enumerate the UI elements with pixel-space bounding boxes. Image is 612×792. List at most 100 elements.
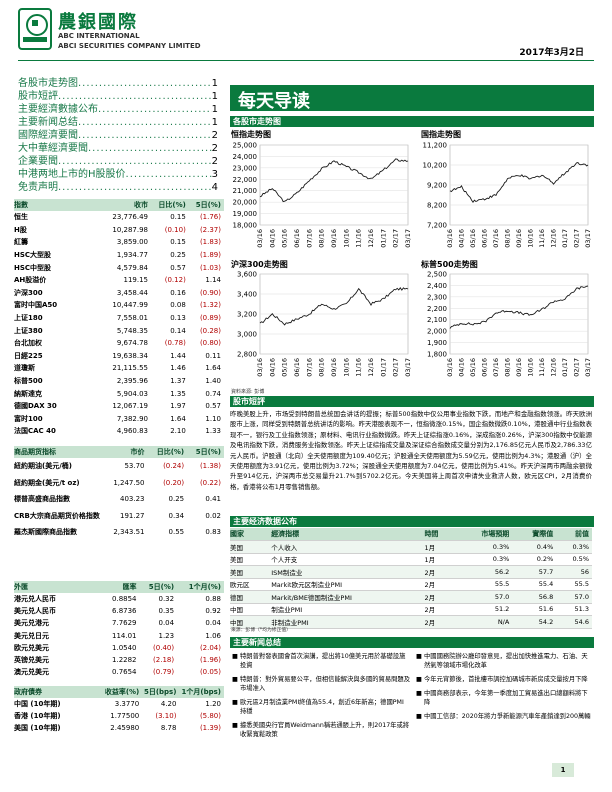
y-tick-label: 18,000: [233, 222, 258, 230]
toc-item-label[interactable]: 主要經濟數據公布: [18, 104, 98, 115]
table-cell: (0.10): [164, 225, 186, 234]
econ-cell: 制造业PMI: [271, 603, 425, 616]
y-tick-label: 25,000: [233, 142, 258, 150]
commodity-table: 商品期货指标 市价 日比(%) 5日(%) 紐約期油(美元/桶) 53.70 (0.24) (…: [14, 446, 224, 541]
news-item: ■ 歐元區2月制造業PMI終值為55.4，創近6年新高；德國PMI持穩: [232, 698, 410, 716]
table-cell: 1.14: [205, 276, 221, 285]
toc-item[interactable]: 國際經濟要聞..................................…: [18, 130, 218, 141]
toc-item[interactable]: 企業要聞....................................…: [18, 156, 218, 167]
table-row: 法国CAC 40 4,960.83 2.10 1.33: [14, 425, 224, 438]
econ-data-table: 國家 經濟指標 時間 市場預期 實際值 前值 美国 个人收入 1月 0.3% 0.4% 0.3% 美国个…: [230, 528, 592, 629]
table-cell: (1.76): [199, 213, 221, 222]
econ-cell: ISM制造业: [271, 565, 425, 579]
table-cell: (0.12): [164, 276, 186, 285]
toc-item[interactable]: 免责声明....................................…: [18, 182, 218, 193]
toc-item[interactable]: 大中華經濟要聞.................................…: [18, 143, 218, 154]
toc-item[interactable]: 中港两地上市的H股股价.............................…: [18, 169, 218, 180]
toc-item-label[interactable]: 主要新闻总结: [18, 117, 78, 128]
toc-item-label[interactable]: 大中華經濟要聞: [18, 143, 88, 154]
x-tick-label: 10/16: [527, 358, 535, 377]
econ-header-cell: 市場預期: [455, 528, 513, 541]
table-header-cell: 5日(%): [188, 199, 224, 211]
table-cell: 1.10: [205, 414, 221, 423]
table-cell: (0.28): [199, 326, 221, 335]
page-number: 1: [552, 763, 574, 777]
table-cell: 3,458.44: [116, 288, 149, 297]
econ-cell: 57.0: [556, 590, 592, 604]
table-cell: 1.33: [205, 427, 221, 436]
table-row: 香港 (10年期) 1.77500 (3.10) (5.80): [14, 710, 224, 722]
table-row: 澳元兑美元 0.7654 (0.79) (0.05): [14, 666, 224, 678]
table-cell: (0.79): [153, 668, 175, 677]
econ-row: 中国 非制造业PMI 2月 N/A 54.2 54.6: [230, 615, 592, 629]
econ-header-cell: 經濟指標: [271, 528, 425, 541]
toc-item[interactable]: 主要經濟數據公布................................…: [18, 104, 218, 115]
toc-item[interactable]: 股市短評....................................…: [18, 91, 218, 102]
econ-cell: 2月: [424, 603, 456, 616]
table-cell: 1.64: [205, 364, 221, 373]
toc-item-label[interactable]: 國際經濟要聞: [18, 130, 78, 141]
commentary-header: 股市短評: [230, 396, 594, 407]
table-header-cell: 收市: [103, 199, 152, 211]
table-cell: (3.10): [155, 712, 177, 720]
toc-item-label[interactable]: 股市短評: [18, 91, 58, 102]
y-tick-label: 8,200: [427, 202, 447, 210]
table-cell: 恒生: [14, 213, 28, 222]
toc-item[interactable]: 各股市走势图..................................…: [18, 78, 218, 89]
y-tick-label: 22,000: [233, 176, 258, 184]
table-cell: 1.64: [170, 414, 186, 423]
x-tick-label: 08/16: [504, 358, 512, 377]
econ-cell: 非制造业PMI: [271, 615, 425, 629]
toc-item-label[interactable]: 中港两地上市的H股股价: [18, 169, 126, 180]
econ-row: 德国 Markit/BME德国制造业PMI 2月 57.0 56.8 57.0: [230, 590, 592, 604]
table-cell: 21,115.55: [112, 364, 149, 373]
table-cell: 19,638.34: [112, 351, 149, 360]
table-row: 上证380 5,748.35 0.14 (0.28): [14, 324, 224, 337]
table-cell: 2,395.96: [116, 377, 149, 386]
table-cell: 0.88: [205, 595, 221, 604]
toc-item-page: 4: [211, 182, 218, 193]
x-tick-label: 04/16: [268, 358, 276, 377]
x-tick-label: 10/16: [342, 358, 350, 377]
table-header-cell: 市价: [103, 446, 148, 458]
table-row: 沪深300 3,458.44 0.16 (0.90): [14, 287, 224, 300]
econ-row: 中国 制造业PMI 2月 51.2 51.6 51.3: [230, 603, 592, 616]
y-tick-label: 24,000: [233, 153, 258, 161]
x-tick-label: 07/16: [305, 358, 313, 377]
table-cell: 英镑兑美元: [14, 656, 49, 665]
econ-header-cell: 國家: [230, 528, 272, 541]
x-tick-label: 06/16: [293, 358, 301, 377]
hscei-chart: 7,200 8,200 9,200 10,200 11,200 03/16 04/16 05/…: [423, 142, 593, 248]
table-cell: 台北加权: [14, 339, 42, 348]
x-tick-label: 01/17: [379, 358, 387, 377]
table-cell: 10,287.98: [112, 225, 149, 234]
table-row: AH股溢价 119.15 (0.12) 1.14: [14, 274, 224, 287]
bullet-icon: ■: [416, 676, 422, 683]
table-header-row: 指數 收市 日比(%) 5日(%): [14, 199, 224, 211]
table-cell: 2.45980: [110, 724, 140, 732]
toc-item-label[interactable]: 各股市走势图: [18, 78, 78, 89]
x-tick-label: 08/16: [318, 229, 326, 248]
econ-cell: 0.5%: [556, 553, 592, 566]
toc-item-label[interactable]: 免责声明: [18, 182, 58, 193]
y-tick-label: 1,800: [427, 351, 447, 359]
table-cell: 香港 (10年期): [14, 712, 61, 720]
x-tick-label: 04/16: [268, 229, 276, 248]
series-line: [259, 158, 409, 203]
table-cell: HSC中型股: [14, 263, 52, 272]
econ-cell: Markit/BME德国制造业PMI: [271, 590, 425, 604]
y-tick-label: 3,200: [237, 311, 257, 319]
y-tick-label: 2,000: [427, 328, 447, 336]
y-tick-label: 20,000: [233, 199, 258, 207]
toc-item-label[interactable]: 企業要聞: [18, 156, 58, 167]
table-cell: 0.57: [170, 263, 186, 272]
econ-cell: Markit欧元区制造业PMI: [271, 578, 425, 591]
table-cell: (0.90): [199, 288, 221, 297]
table-cell: 中国 (10年期): [14, 700, 61, 708]
toc-item[interactable]: 主要新闻总结..................................…: [18, 117, 218, 128]
table-header-cell: 政府債券: [14, 686, 103, 698]
econ-cell: 2月: [424, 590, 456, 604]
table-row: 富时100 7,382.90 1.64 1.10: [14, 413, 224, 426]
econ-header-cell: 前值: [556, 528, 592, 541]
table-cell: 羅杰斯國際商品指數: [14, 528, 77, 537]
